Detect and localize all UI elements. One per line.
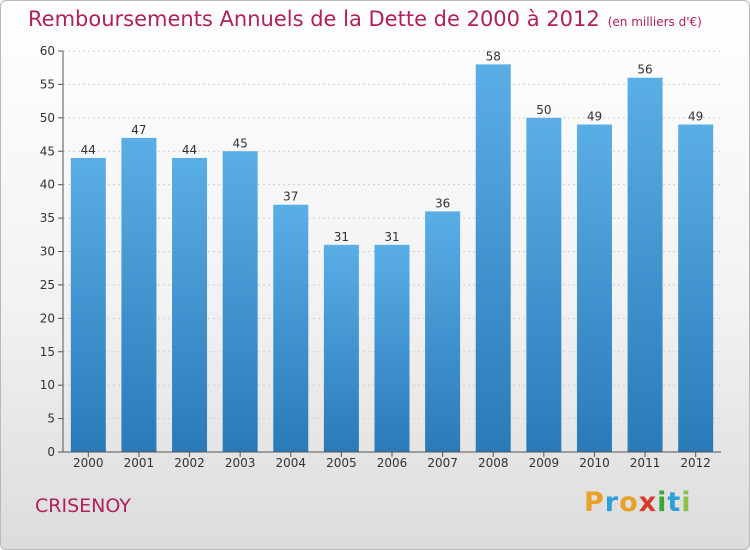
y-tick-label: 35 (40, 211, 55, 225)
bar-2007 (425, 211, 461, 452)
y-tick-label: 55 (40, 77, 55, 91)
value-label-2007: 36 (435, 196, 450, 210)
x-tick-label: 2006 (377, 456, 408, 470)
x-tick-label: 2011 (630, 456, 661, 470)
value-label-2011: 56 (637, 63, 652, 77)
bar-2002 (172, 157, 208, 452)
bar-2000 (70, 157, 106, 452)
bar-2010 (576, 124, 612, 453)
x-tick-label: 2004 (275, 456, 306, 470)
logo-letter: i (657, 487, 668, 518)
logo-letter: r (604, 487, 620, 518)
x-tick-label: 2005 (326, 456, 357, 470)
bar-2005 (323, 244, 359, 452)
value-label-2012: 49 (688, 110, 703, 124)
bar-2009 (526, 117, 562, 452)
y-tick-label: 60 (40, 44, 55, 58)
value-label-2005: 31 (334, 230, 349, 244)
x-tick-label: 2000 (73, 456, 104, 470)
value-label-2000: 44 (81, 143, 96, 157)
bar-2011 (627, 77, 663, 452)
y-tick-label: 40 (40, 178, 55, 192)
y-tick-label: 0 (47, 445, 55, 459)
x-tick-label: 2008 (478, 456, 509, 470)
chart-subtitle: (en milliers d'€) (607, 15, 702, 29)
value-label-2004: 37 (283, 190, 298, 204)
y-tick-label: 5 (47, 412, 55, 426)
y-tick-label: 30 (40, 245, 55, 259)
y-tick-label: 20 (40, 311, 55, 325)
value-label-2001: 47 (131, 123, 146, 137)
x-tick-label: 2010 (579, 456, 610, 470)
logo-letter: o (619, 487, 639, 518)
value-label-2003: 45 (233, 136, 248, 150)
x-tick-label: 2001 (124, 456, 155, 470)
proxiti-logo: Proxiti (584, 487, 692, 518)
bar-2003 (222, 151, 258, 452)
y-tick-label: 50 (40, 111, 55, 125)
y-tick-label: 15 (40, 345, 55, 359)
x-tick-label: 2003 (225, 456, 256, 470)
bar-2008 (475, 64, 511, 452)
logo-letter: t (667, 487, 682, 518)
axes: 0 5 10 15 20 25 30 35 40 45 50 55 60 2000 2001 2002 2003… (40, 44, 721, 470)
bars: 44 47 44 45 37 31 31 36 58 50 49 56 49 (70, 49, 714, 453)
bar-2004 (273, 204, 309, 452)
chart-title: Remboursements Annuels de la Dette de 20… (28, 7, 702, 31)
bar-2001 (121, 137, 157, 452)
value-label-2006: 31 (384, 230, 399, 244)
bar-2012 (678, 124, 714, 453)
value-label-2002: 44 (182, 143, 197, 157)
y-tick-label: 45 (40, 144, 55, 158)
value-label-2010: 49 (587, 110, 602, 124)
y-tick-label: 10 (40, 378, 55, 392)
x-tick-label: 2007 (427, 456, 458, 470)
commune-name: CRISENOY (35, 495, 131, 517)
x-tick-label: 2012 (680, 456, 711, 470)
logo-letter: i (681, 487, 692, 518)
logo-letter: P (584, 487, 605, 518)
value-label-2008: 58 (486, 49, 501, 63)
x-tick-label: 2009 (529, 456, 560, 470)
x-tick-label: 2002 (174, 456, 205, 470)
logo-letter: x (638, 487, 658, 518)
y-tick-label: 25 (40, 278, 55, 292)
value-label-2009: 50 (536, 103, 551, 117)
bar-2006 (374, 244, 410, 452)
